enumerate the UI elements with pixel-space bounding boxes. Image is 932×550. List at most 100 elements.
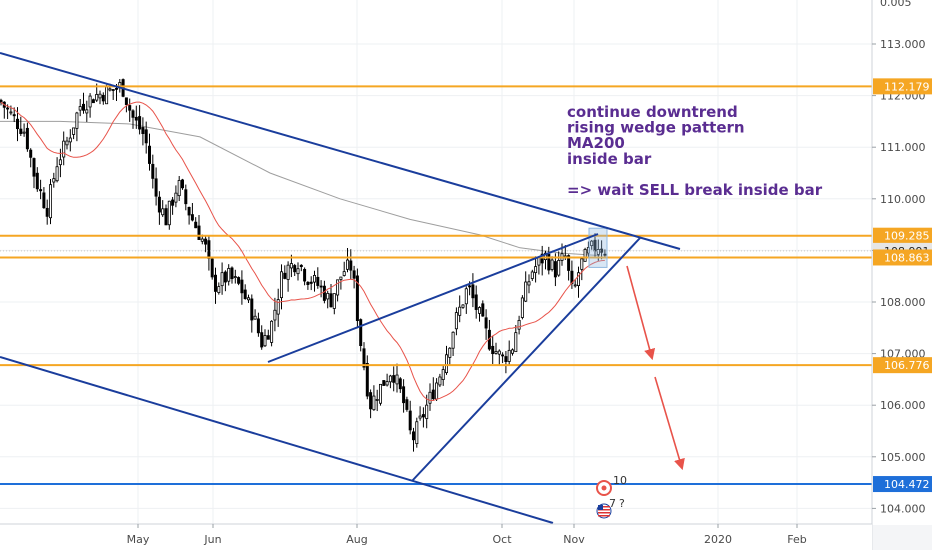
candle-body xyxy=(362,348,366,368)
candle-body xyxy=(78,106,82,111)
projection-arrows xyxy=(626,265,685,471)
candle-body xyxy=(157,196,161,213)
candle-body xyxy=(210,258,214,278)
candle-body xyxy=(101,94,105,102)
time-tick-label: 2020 xyxy=(704,533,732,546)
candle-body xyxy=(477,307,481,314)
trendline xyxy=(267,233,599,363)
candle-body xyxy=(428,391,432,404)
trendline xyxy=(0,52,681,250)
horizontal-levels xyxy=(0,85,872,486)
candle-body xyxy=(0,99,3,103)
candle-body xyxy=(471,284,475,299)
price-tick-label: 108.000 xyxy=(880,296,926,309)
candle-body xyxy=(58,159,62,166)
candle-body xyxy=(345,259,349,270)
flag-stripe xyxy=(598,509,610,511)
candle-body xyxy=(583,249,587,262)
candle-body xyxy=(194,221,198,229)
candle-body xyxy=(369,392,373,410)
candle-body xyxy=(322,285,326,301)
trendline xyxy=(411,237,641,482)
earnings-icon-dot xyxy=(601,485,607,491)
candle-body xyxy=(388,375,392,383)
candle-body xyxy=(15,118,19,130)
candle-body xyxy=(418,415,422,419)
candle-body xyxy=(474,294,478,310)
time-tick-label: Aug xyxy=(346,533,367,546)
time-tick-label: Oct xyxy=(492,533,512,546)
candle-body xyxy=(42,192,46,209)
candle-body xyxy=(266,335,270,340)
price-level-badge xyxy=(873,476,932,493)
candle-body xyxy=(22,131,26,134)
candle-body xyxy=(336,279,340,296)
candle-body xyxy=(293,265,297,273)
candle-body xyxy=(253,315,257,320)
axis-corner xyxy=(873,525,932,550)
candle-body xyxy=(134,116,138,121)
candle-body xyxy=(504,356,508,362)
candle-body xyxy=(98,93,102,99)
candle-body xyxy=(550,259,554,270)
ma200-path xyxy=(0,120,601,257)
time-tick-label: May xyxy=(127,533,150,546)
candle-body xyxy=(128,105,132,111)
question-icon: ? xyxy=(619,497,625,510)
projection-arrow xyxy=(626,265,656,361)
candle-body xyxy=(593,239,597,252)
candle-body xyxy=(6,107,10,110)
candle-body xyxy=(29,149,33,158)
candle-body xyxy=(204,238,208,245)
candle-body xyxy=(270,320,274,343)
candle-body xyxy=(372,395,376,411)
time-tick-label: Jun xyxy=(203,533,221,546)
candle-body xyxy=(398,378,402,390)
candle-body xyxy=(32,158,36,177)
candle-body xyxy=(180,179,184,189)
candle-body xyxy=(237,277,241,284)
candle-body xyxy=(190,214,194,221)
candle-body xyxy=(9,111,13,114)
fast-ma-line xyxy=(0,101,605,402)
candle-body xyxy=(289,263,293,269)
candle-body xyxy=(405,399,409,410)
candle-body xyxy=(35,172,39,190)
candle-body xyxy=(213,274,217,292)
candle-body xyxy=(39,189,43,192)
candle-body xyxy=(378,383,382,404)
price-level-badge xyxy=(873,227,932,244)
candle-body xyxy=(590,240,594,247)
price-tick-label: 106.000 xyxy=(880,399,926,412)
annotation-line: MA200 xyxy=(567,134,625,152)
price-level-label: 106.776 xyxy=(884,359,930,372)
candle-body xyxy=(540,253,544,264)
candle-body xyxy=(596,249,600,255)
time-axis: May Jun Aug Oct Nov 2020 Feb xyxy=(0,523,932,550)
candle-body xyxy=(72,127,76,135)
price-tick-label: 113.000 xyxy=(880,38,926,51)
candle-body xyxy=(517,319,521,330)
candle-body xyxy=(441,369,445,380)
candle-body xyxy=(365,363,369,397)
candle-body xyxy=(124,97,128,105)
candle-body xyxy=(243,289,247,300)
candle-body xyxy=(286,264,290,280)
candle-body xyxy=(138,116,142,130)
candle-body xyxy=(497,350,501,355)
candle-body xyxy=(303,268,307,282)
candle-body xyxy=(567,255,571,271)
flag-stripe xyxy=(598,506,610,508)
candle-body xyxy=(174,192,178,203)
candle-body xyxy=(217,286,221,293)
candle-body xyxy=(468,285,472,288)
price-level-label: 109.285 xyxy=(884,230,930,243)
candle-body xyxy=(435,382,439,400)
candle-body xyxy=(279,271,283,299)
candle-body xyxy=(316,276,320,286)
candle-body xyxy=(12,114,16,117)
candle-body xyxy=(375,399,379,401)
price-level-badge xyxy=(873,249,932,266)
candle-body xyxy=(227,268,231,282)
